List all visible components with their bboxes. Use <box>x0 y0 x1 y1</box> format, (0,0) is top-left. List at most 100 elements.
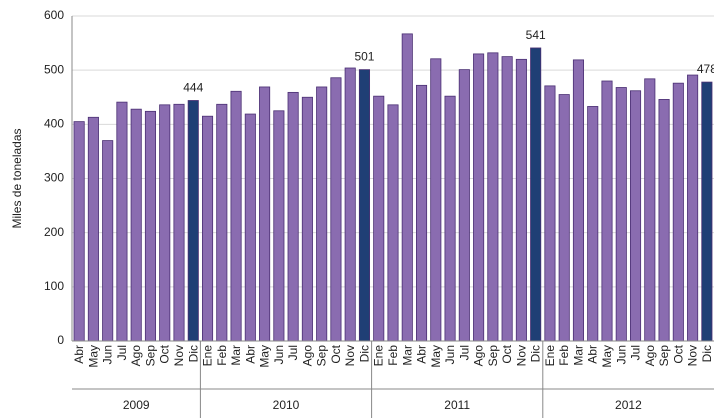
x-tick-label: Mar <box>229 345 243 366</box>
x-tick-label: Jun <box>614 345 628 364</box>
x-tick-label: Sep <box>315 345 329 367</box>
bar-ago <box>130 108 142 342</box>
bar-jul <box>458 69 470 342</box>
x-tick-label: Oct <box>671 344 685 363</box>
bar-dic <box>530 47 542 342</box>
bar-jun <box>102 140 114 342</box>
bar-may <box>87 116 99 342</box>
bar-nov <box>515 58 527 342</box>
x-tick-label: Oct <box>500 344 514 363</box>
year-label: 2010 <box>273 398 300 412</box>
x-tick-label: Jul <box>115 345 129 360</box>
bar-may <box>601 80 613 342</box>
bar-abr <box>587 106 599 342</box>
bar-ene <box>201 115 214 342</box>
bar-ene <box>373 95 385 342</box>
bar-abr <box>244 113 256 342</box>
x-axis: Abr May Jun Jul Ago Sep Oct Nov Dic Ene Feb Mar Abr M… <box>71 16 714 418</box>
y-tick-label: 0 <box>57 333 64 347</box>
x-tick-label: Abr <box>415 345 429 364</box>
x-tick-label: Jul <box>286 345 300 360</box>
x-tick-label: Oct <box>158 344 172 363</box>
x-tick-label: Feb <box>215 345 229 366</box>
x-tick-label: Nov <box>172 345 186 366</box>
x-tick-label: Ago <box>472 345 486 367</box>
x-tick-label: Jun <box>443 345 457 364</box>
x-tick-label: Sep <box>143 345 157 367</box>
bar-ago <box>301 96 313 342</box>
bar-nov <box>687 74 699 342</box>
bar-jun <box>615 87 627 342</box>
x-tick-label: May <box>258 345 272 368</box>
bar-feb <box>216 103 228 342</box>
x-tick-label: Feb <box>557 345 571 366</box>
x-tick-label: Nov <box>514 345 528 366</box>
x-tick-label: Ene <box>201 345 215 367</box>
bar-mar <box>401 33 413 342</box>
data-label: 541 <box>526 28 546 42</box>
bar-dic <box>187 100 199 342</box>
bar-dic <box>358 69 371 342</box>
y-tick-label: 200 <box>44 225 64 239</box>
data-labels: 444 501 541 478 <box>183 28 714 95</box>
x-tick-label: May <box>86 345 100 368</box>
bar-sep <box>144 110 157 342</box>
bar-may <box>430 58 442 342</box>
x-tick-label: Ene <box>543 345 557 367</box>
y-tick-label: 300 <box>44 171 64 185</box>
x-tick-label: Abr <box>586 345 600 364</box>
x-tick-label: Abr <box>72 345 86 364</box>
x-tick-label: Dic <box>186 345 200 362</box>
y-tick-label: 500 <box>44 62 64 76</box>
x-tick-label: Ago <box>643 345 657 367</box>
x-tick-label: Abr <box>243 345 257 364</box>
y-axis-label: Miles de toneladas <box>10 128 24 228</box>
bar-mar <box>230 90 242 342</box>
y-tick-label: 400 <box>44 117 64 131</box>
x-tick-label: Nov <box>686 345 700 366</box>
bar-oct <box>330 77 342 342</box>
x-tick-label: Nov <box>343 345 357 366</box>
y-tick-label: 100 <box>44 279 64 293</box>
bar-jun <box>273 110 285 342</box>
bar-feb <box>558 94 570 342</box>
x-tick-label: Dic <box>700 345 714 362</box>
bar-sep <box>316 86 328 342</box>
y-tick-labels: 0 100 200 300 400 500 600 <box>44 8 64 347</box>
bar-ene <box>544 85 556 342</box>
x-tick-label: May <box>429 345 443 368</box>
bar-sep <box>487 52 499 342</box>
data-label: 478 <box>697 62 714 76</box>
x-tick-label: Sep <box>657 345 671 367</box>
year-label: 2009 <box>123 398 150 412</box>
x-tick-label: Ene <box>372 345 386 367</box>
bar-jun <box>444 95 456 342</box>
bar-ago <box>644 78 656 342</box>
data-label: 444 <box>183 81 203 95</box>
bar-ago <box>473 53 485 342</box>
bar-jul <box>287 91 299 342</box>
y-tick-label: 600 <box>44 8 64 22</box>
bar-feb <box>387 104 399 342</box>
x-tick-label: May <box>600 345 614 368</box>
x-tick-label: Dic <box>357 345 371 362</box>
bars <box>73 33 713 342</box>
x-tick-label: Mar <box>571 345 585 366</box>
bar-sep <box>658 99 670 342</box>
year-label: 2011 <box>444 398 470 412</box>
data-label: 501 <box>354 50 374 64</box>
bar-nov <box>173 103 185 342</box>
bar-abr <box>415 84 428 342</box>
x-tick-label: Ago <box>129 345 143 367</box>
x-tick-label: Sep <box>486 345 500 367</box>
x-tick-label: Jun <box>101 345 115 364</box>
bar-oct <box>501 56 513 342</box>
x-tick-label: Dic <box>529 345 543 362</box>
bar-may <box>259 86 271 342</box>
bar-oct <box>672 82 684 342</box>
bar-nov <box>344 67 356 342</box>
x-tick-label: Mar <box>400 345 414 366</box>
x-tick-label: Jul <box>629 345 643 360</box>
x-tick-label: Jun <box>272 345 286 364</box>
